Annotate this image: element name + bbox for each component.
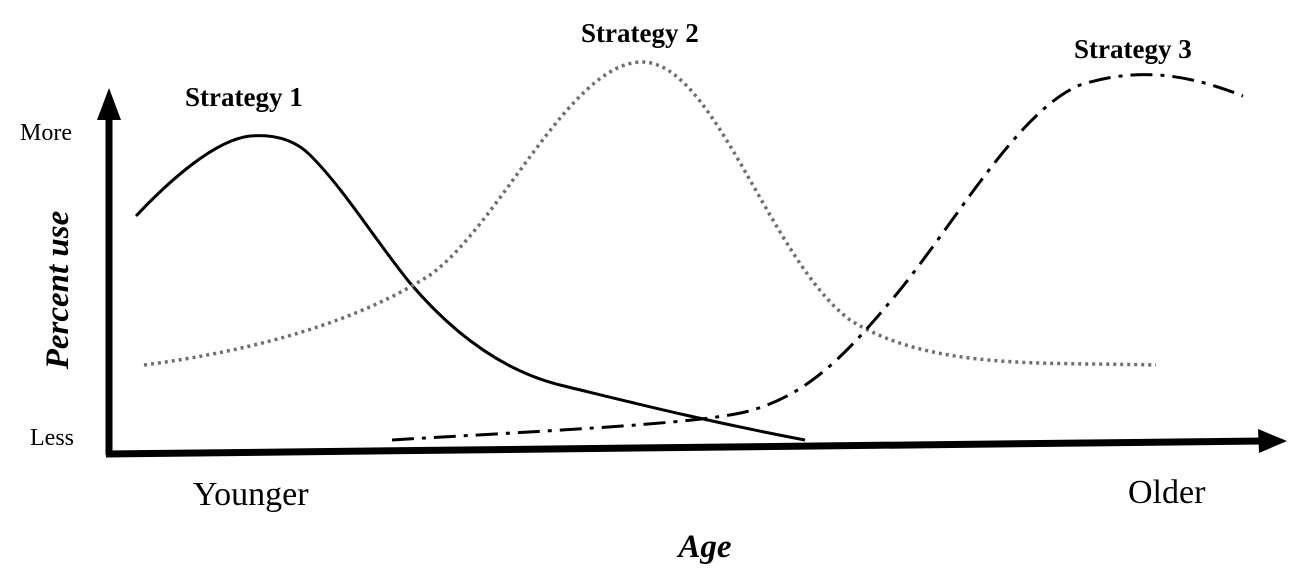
y-axis-bottom-label: Less	[30, 425, 74, 451]
strategy-1-label: Strategy 1	[185, 82, 303, 112]
strategy-2-curve	[143, 60, 1157, 367]
x-axis-line	[105, 437, 1263, 458]
strategy-1-curve	[134, 134, 806, 442]
strategy-2-label: Strategy 2	[581, 18, 699, 48]
curves	[134, 60, 1244, 442]
x-axis-right-label: Older	[1128, 474, 1206, 511]
y-axis-arrowhead	[97, 88, 121, 120]
axes	[97, 88, 1287, 458]
strategy-3-label: Strategy 3	[1074, 34, 1192, 64]
y-axis-top-label: More	[20, 120, 72, 146]
strategy-3-curve	[391, 73, 1244, 442]
y-axis-title: Percent use	[40, 211, 76, 371]
x-axis-title: Age	[676, 529, 731, 565]
x-axis-left-label: Younger	[193, 476, 309, 513]
x-axis-arrowhead	[1258, 429, 1287, 453]
